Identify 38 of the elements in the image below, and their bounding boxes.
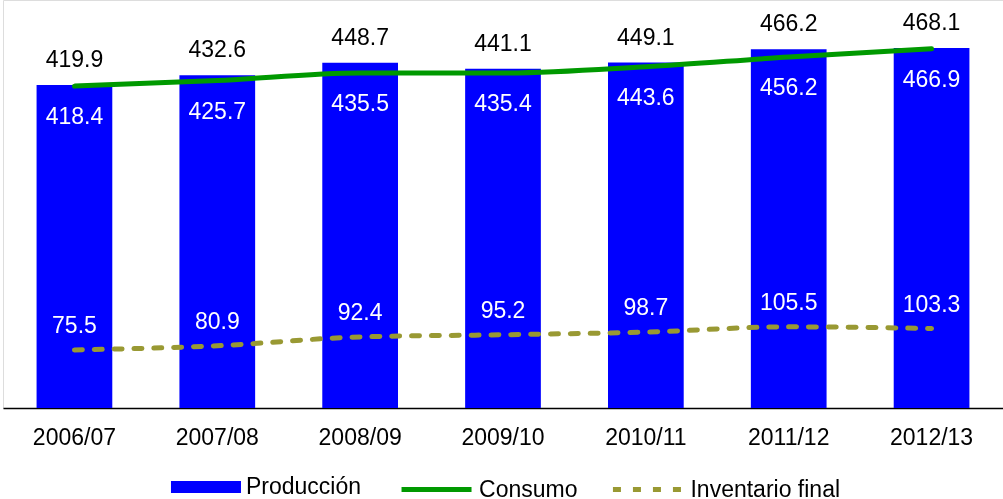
data-label: 419.9	[45, 45, 104, 72]
data-label: 80.9	[194, 307, 240, 334]
x-tick-label: 2011/12	[748, 423, 830, 450]
data-label: 435.5	[331, 89, 389, 116]
data-label: 75.5	[52, 311, 97, 338]
bar	[179, 75, 256, 408]
x-tick-label: 2009/10	[461, 423, 545, 450]
data-label: 92.4	[337, 298, 383, 325]
data-label: 449.1	[617, 23, 675, 50]
data-label: 448.7	[331, 23, 389, 50]
data-label: 103.3	[902, 290, 961, 317]
x-tick-label: 2007/08	[175, 423, 259, 450]
data-label: 441.1	[474, 29, 532, 56]
x-tick-label: 2010/11	[605, 423, 687, 450]
bar	[322, 62, 398, 408]
data-label: 468.1	[902, 8, 961, 35]
data-label: 432.6	[188, 36, 247, 63]
data-label: 456.2	[759, 74, 818, 101]
data-label: 443.6	[617, 83, 675, 110]
x-tick-label: 2008/09	[318, 423, 402, 450]
legend-label: Producción	[245, 473, 362, 499]
data-label: 95.2	[480, 296, 526, 323]
data-label: 435.4	[474, 90, 532, 117]
bar	[893, 47, 970, 408]
data-label: 466.2	[759, 10, 818, 37]
data-label: 98.7	[623, 294, 669, 321]
bar	[608, 62, 684, 408]
legend-label: Consumo	[479, 475, 578, 499]
legend-label: Inventario final	[690, 475, 841, 499]
x-tick-label: 2006/07	[32, 423, 116, 450]
data-label: 418.4	[45, 103, 104, 130]
data-label: 466.9	[902, 65, 961, 92]
bar	[750, 49, 827, 408]
bar	[36, 84, 113, 408]
x-tick-label: 2012/13	[890, 423, 974, 450]
data-label: 425.7	[188, 97, 247, 124]
data-label: 105.5	[759, 288, 818, 315]
bar	[465, 68, 541, 408]
